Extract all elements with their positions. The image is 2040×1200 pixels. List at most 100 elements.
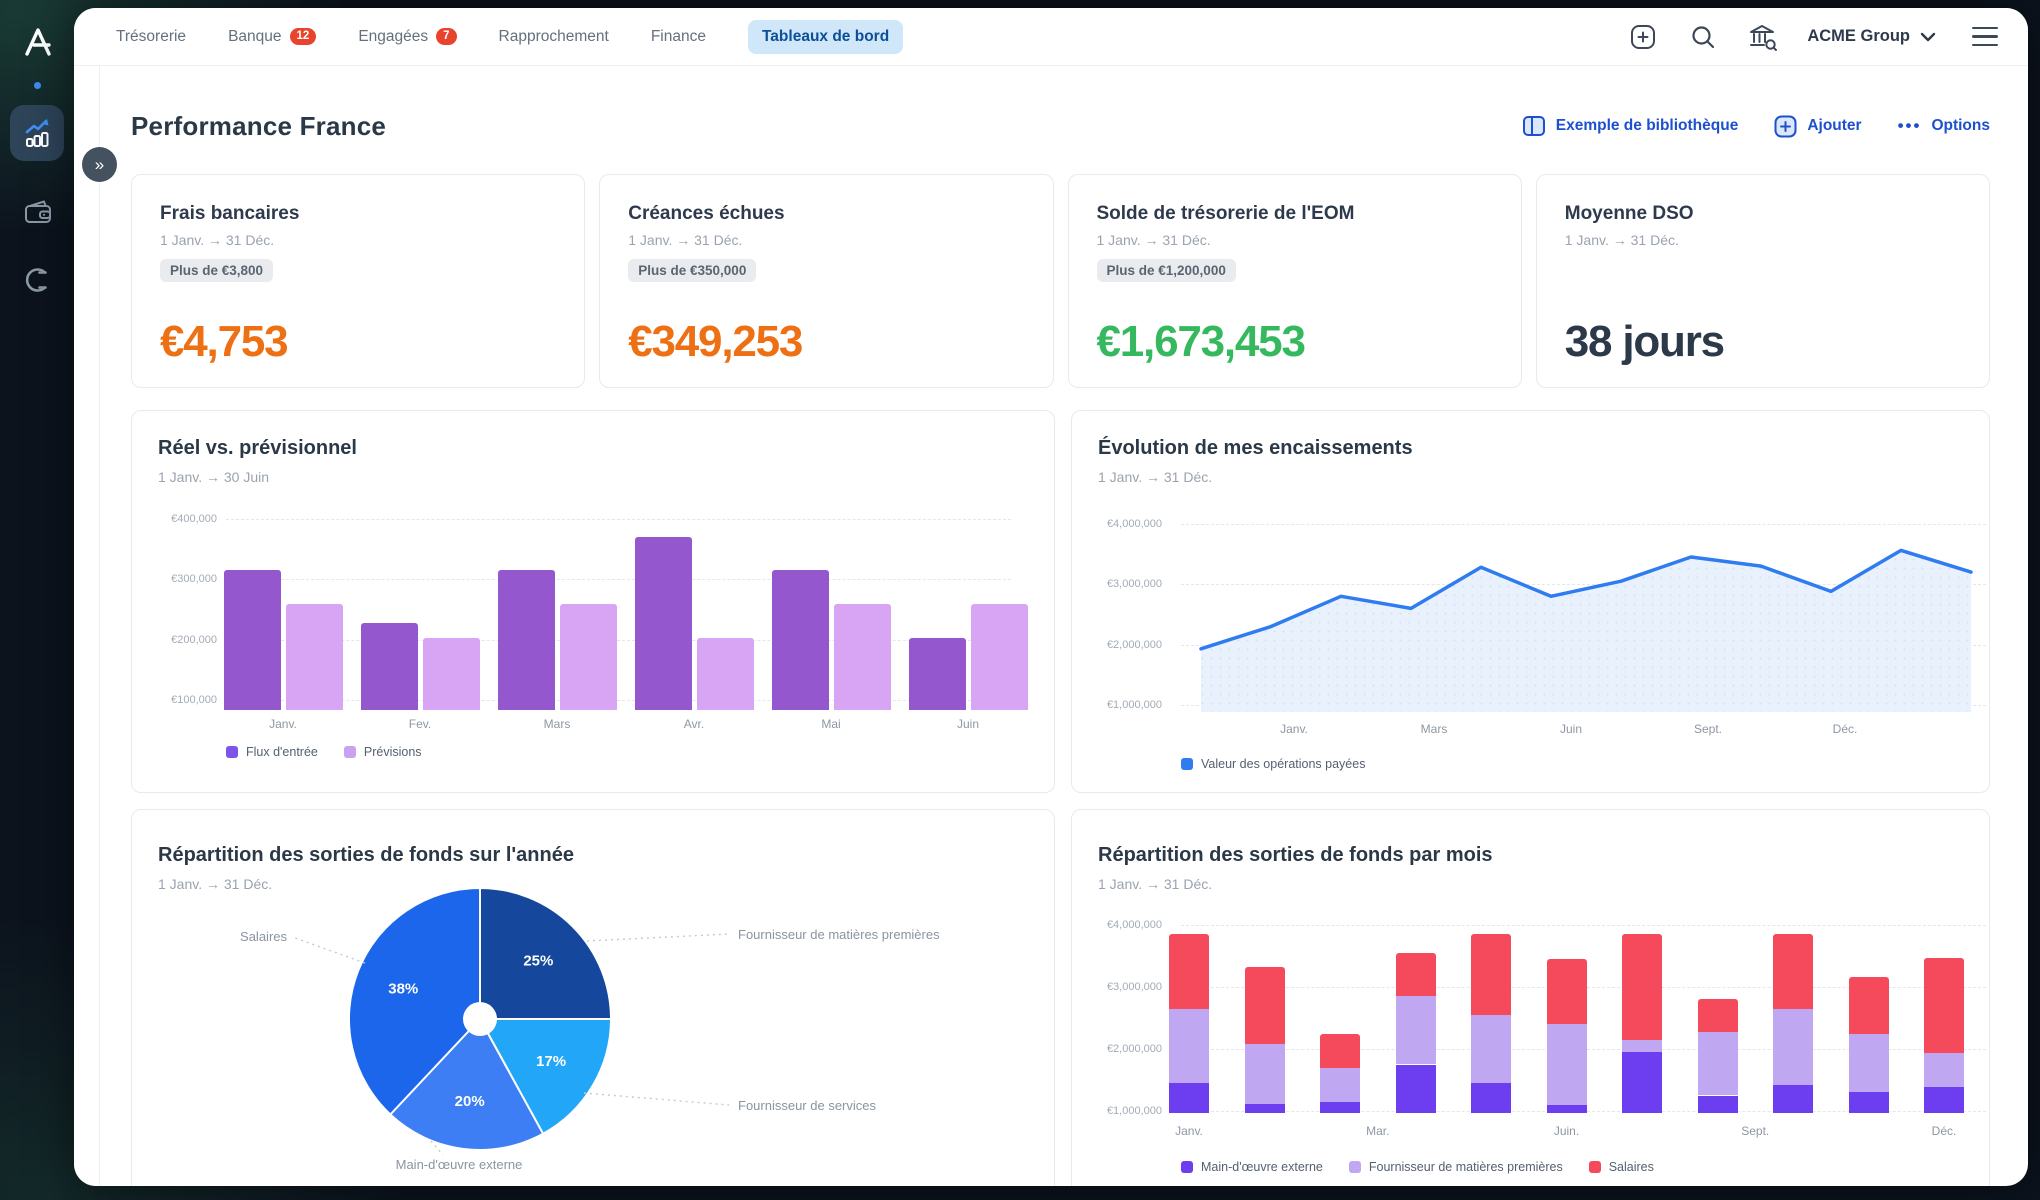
- chart-card-repartition-annee: Répartition des sorties de fonds sur l'a…: [131, 809, 1055, 1186]
- collapsed-panel-rail: [74, 66, 100, 1186]
- stacked-bar-segment: [1848, 1092, 1889, 1113]
- y-axis-label: €4,000,000: [1106, 517, 1162, 530]
- library-layout-icon: [1522, 116, 1545, 136]
- bar-forecast: [696, 638, 754, 710]
- kpi-target-chip: Plus de €1,200,000: [1096, 259, 1236, 282]
- bar-forecast: [422, 638, 480, 710]
- x-axis-label: Sept.: [1693, 722, 1723, 736]
- legend-item: Valeur des opérations payées: [1181, 757, 1365, 771]
- add-widget-button[interactable]: Ajouter: [1774, 115, 1862, 138]
- stacked-bar-segment: [1169, 934, 1209, 1009]
- kpi-period: 1 Janv. → 31 Déc.: [1096, 232, 1211, 248]
- stacked-bar-segment: [1546, 959, 1587, 1025]
- y-axis-label: €1,000,000: [1106, 1105, 1162, 1117]
- x-axis-label: Mars: [1420, 722, 1448, 736]
- notification-dot: [34, 82, 41, 89]
- bar-forecast: [285, 603, 343, 710]
- x-axis-label: Juin: [956, 717, 979, 731]
- kpi-row: Frais bancaires 1 Janv. → 31 Déc. Plus de …: [131, 174, 1990, 388]
- stacked-bar-segment: [1924, 957, 1964, 1054]
- y-axis-label: €3,000,000: [1106, 981, 1162, 993]
- tab-engag-es[interactable]: Engagées 7: [358, 28, 457, 46]
- pie-slice-label: Fournisseur de services: [738, 1098, 876, 1113]
- expand-panel-button[interactable]: »: [82, 147, 117, 182]
- legend-swatch: [1181, 758, 1193, 770]
- tab-tableaux-de-bord[interactable]: Tableaux de bord: [747, 19, 904, 54]
- tab-banque[interactable]: Banque 12: [228, 28, 317, 46]
- app-window: Trésorerie Banque 12 Engagées 7 Rapprochement…: [74, 8, 2028, 1186]
- stacked-bar-segment: [1546, 1104, 1587, 1113]
- create-new-button[interactable]: [1627, 21, 1659, 53]
- legend-item: Prévisions: [343, 745, 422, 759]
- stacked-bar-segment: [1471, 1083, 1511, 1113]
- chart-icon: [25, 119, 49, 147]
- tab-finance[interactable]: Finance: [650, 27, 706, 45]
- stacked-bar-segment: [1924, 1087, 1964, 1113]
- menu-button[interactable]: [1964, 26, 1998, 47]
- pie-slice-label: Fournisseur de matières premières: [738, 927, 940, 942]
- sidebar-item-dashboards[interactable]: [10, 105, 64, 161]
- options-button[interactable]: ••• Options: [1897, 116, 1990, 135]
- stacked-bar-segment: [1773, 1008, 1813, 1085]
- x-axis-label: Fev.: [408, 717, 432, 731]
- legend-item: Salaires: [1588, 1160, 1654, 1174]
- search-icon: [1692, 25, 1715, 48]
- y-axis-label: €3,000,000: [1106, 578, 1162, 591]
- tab-rapprochement[interactable]: Rapprochement: [498, 27, 609, 45]
- library-button[interactable]: Exemple de bibliothèque: [1522, 115, 1738, 137]
- kpi-period: 1 Janv. → 31 Déc.: [1564, 232, 1679, 248]
- x-axis-label: Mai: [821, 717, 841, 731]
- legend-swatch: [1348, 1161, 1361, 1173]
- x-axis-label: Déc.: [1931, 1124, 1957, 1138]
- kpi-target-chip: Plus de €350,000: [628, 259, 757, 282]
- pie-slice-pct: 38%: [388, 981, 418, 998]
- chart-period: 1 Janv. → 31 Déc.: [1098, 469, 1213, 485]
- stacked-bar-segment: [1848, 1033, 1889, 1093]
- stacked-bar-segment: [1244, 1103, 1285, 1113]
- pie-slice-pct: 17%: [536, 1053, 566, 1070]
- bank-search-button[interactable]: [1747, 21, 1779, 53]
- chart-title: Réel vs. prévisionnel: [158, 437, 357, 459]
- stacked-chart-legend: Main-d'œuvre externe Fournisseur de matiè…: [1181, 1160, 1654, 1174]
- sidebar-item-wallet[interactable]: [21, 196, 55, 228]
- sidebar-item-magnet[interactable]: [21, 264, 55, 296]
- y-axis-label: €2,000,000: [1106, 1043, 1162, 1055]
- kpi-value: €4,753: [160, 317, 289, 366]
- wallet-icon: [25, 200, 51, 223]
- stacked-bar-segment: [1471, 934, 1511, 1015]
- chevron-down-icon: [1920, 32, 1936, 41]
- gridline: [226, 639, 1011, 641]
- stacked-bar-segment: [1848, 976, 1889, 1034]
- search-button[interactable]: [1687, 21, 1719, 53]
- stacked-bar-segment: [1471, 1014, 1511, 1084]
- stacked-bar-segment: [1622, 1039, 1662, 1053]
- x-axis-label: Sept.: [1741, 1124, 1770, 1138]
- kpi-title: Moyenne DSO: [1564, 203, 1694, 224]
- tab-tr-sorerie[interactable]: Trésorerie: [116, 27, 187, 45]
- x-axis-label: Mars: [543, 717, 571, 731]
- gridline: [226, 519, 1011, 521]
- stacked-bar-segment: [1622, 934, 1662, 1040]
- area-fill: [1201, 550, 1971, 712]
- stacked-bar-segment: [1773, 1085, 1813, 1113]
- bar-actual: [634, 536, 692, 710]
- x-axis-label: Juin: [1559, 722, 1582, 736]
- add-square-icon: [1774, 115, 1797, 137]
- bar-actual: [223, 570, 281, 710]
- pie-chart-canvas: 25% Fournisseur de matières premières 17% F…: [240, 886, 940, 1172]
- brand-logo-icon[interactable]: [22, 26, 54, 58]
- x-axis-label: Juin.: [1553, 1124, 1580, 1138]
- bank-search-icon: [1750, 24, 1778, 51]
- line-series: [1199, 548, 1973, 651]
- bar-chart-legend: Flux d'entrée Prévisions: [226, 745, 422, 759]
- page-actions: Exemple de bibliothèque Ajouter ••• Opti…: [1522, 115, 1990, 138]
- bar-forecast: [970, 603, 1028, 710]
- bar-forecast: [559, 603, 617, 710]
- pie-slice: [347, 886, 481, 1116]
- workspace-selector[interactable]: ACME Group: [1807, 27, 1936, 46]
- y-axis-label: €400,000: [171, 513, 217, 526]
- magnet-icon: [25, 268, 47, 292]
- bar-actual: [360, 622, 418, 710]
- stacked-bar-segment: [1773, 934, 1813, 1009]
